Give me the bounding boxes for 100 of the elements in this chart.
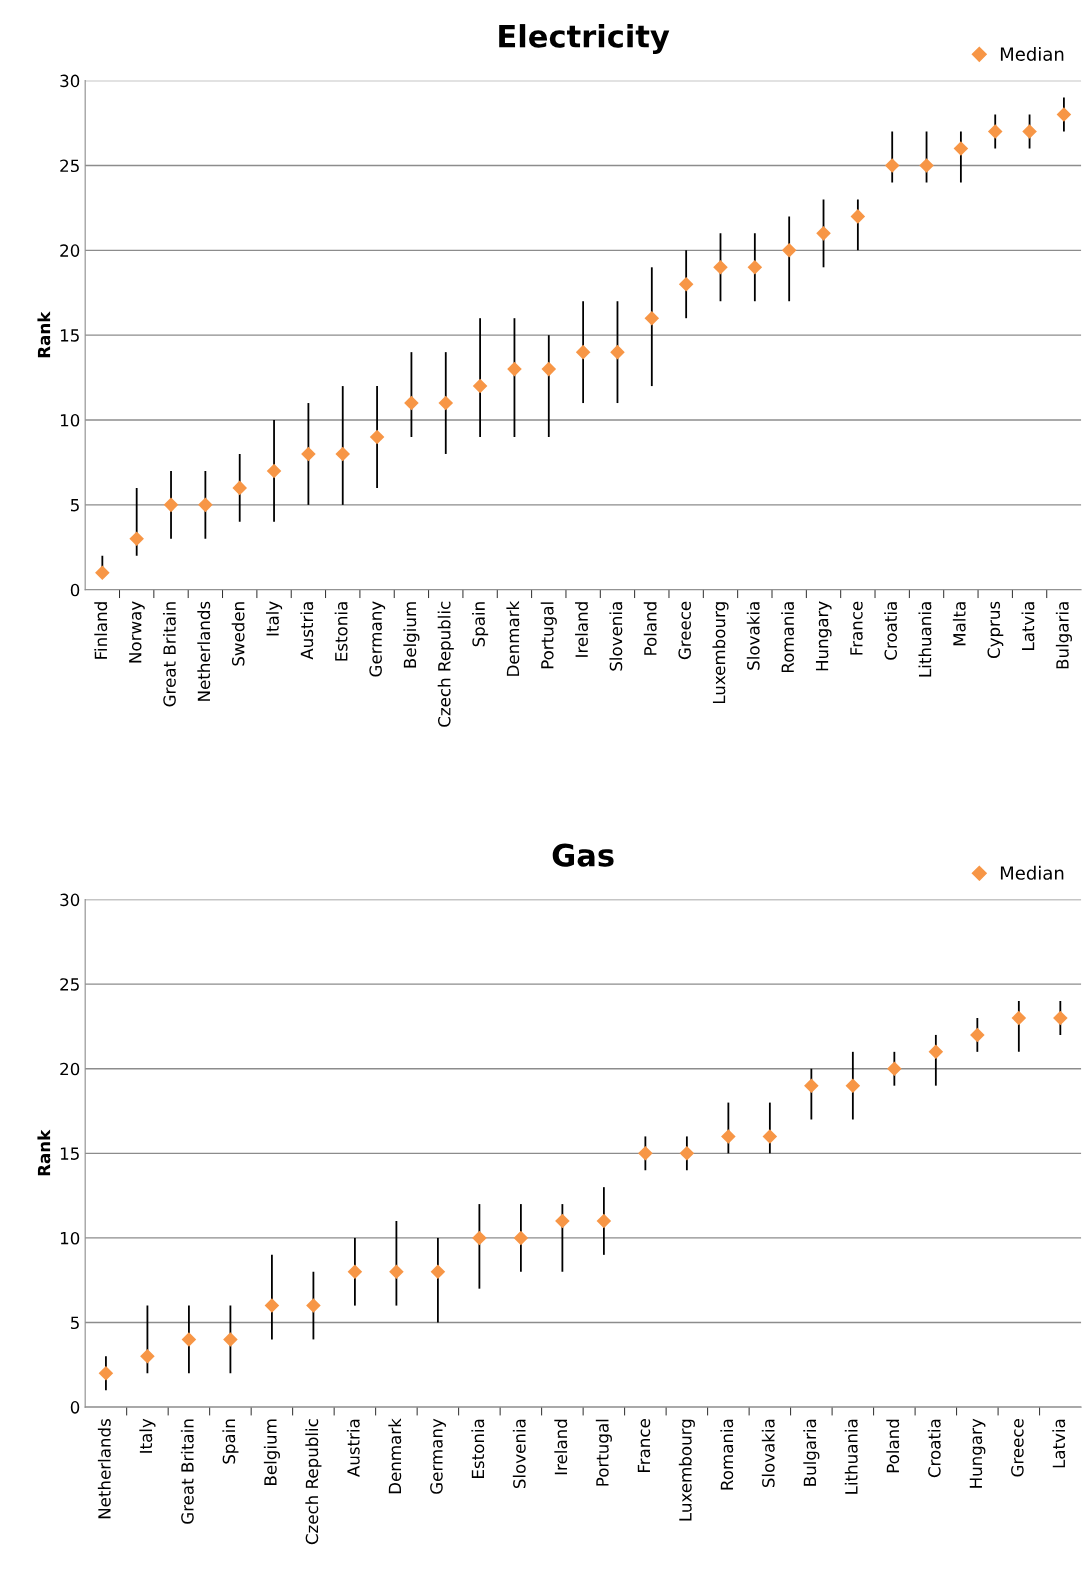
- x-tick-label: Portugal: [540, 602, 557, 669]
- point: [721, 1129, 736, 1144]
- x-tick-label: Malta: [952, 602, 966, 646]
- point: [644, 310, 660, 326]
- point: [198, 497, 213, 513]
- x-tick-label: Romania: [720, 1419, 734, 1490]
- x-tick-label: Italy: [139, 1418, 156, 1453]
- x-tick-label: Italy: [265, 601, 283, 636]
- x-tick-label: Bulgaria: [803, 1419, 820, 1486]
- y-tick-label: 5: [71, 1316, 79, 1330]
- x-tick-label: Belgium: [403, 602, 420, 668]
- x-tick-label: Hungary: [969, 1418, 986, 1488]
- point: [678, 276, 694, 292]
- point: [762, 1129, 778, 1144]
- point: [816, 226, 831, 241]
- y-tick-label: 30: [60, 74, 80, 88]
- x-tick-label: Lithuania: [918, 602, 932, 677]
- point: [928, 1044, 944, 1060]
- y-tick-label: 30: [60, 893, 80, 907]
- point: [804, 1078, 819, 1093]
- point: [181, 1332, 197, 1347]
- x-tick-label: Luxembourg: [712, 602, 729, 704]
- point: [850, 209, 866, 224]
- x-tick-label: Bulgaria: [1055, 602, 1072, 669]
- point: [747, 260, 763, 275]
- x-tick-label: Denmark: [506, 600, 520, 676]
- point: [347, 1264, 363, 1280]
- point: [887, 1061, 902, 1077]
- y-axis-title: Rank: [37, 1129, 51, 1176]
- point: [1022, 124, 1037, 139]
- x-tick-label: Denmark: [388, 1418, 402, 1494]
- x-tick-label: Austria: [300, 602, 314, 660]
- point: [369, 429, 385, 445]
- y-tick-label: 10: [60, 1231, 80, 1245]
- x-tick-label: Slovenia: [609, 602, 623, 671]
- x-tick-label: Netherlands: [197, 601, 211, 701]
- x-tick-label: Latvia: [1052, 1419, 1066, 1468]
- point: [95, 565, 110, 581]
- x-tick-label: Hungary: [815, 601, 832, 671]
- x-tick-label: Austria: [346, 1419, 360, 1477]
- point: [507, 361, 522, 377]
- x-tick-label: Poland: [886, 1419, 900, 1473]
- point: [335, 446, 351, 462]
- point: [884, 158, 900, 173]
- point: [404, 395, 419, 411]
- x-tick-label: Great Britain: [180, 1419, 194, 1524]
- x-tick-label: Luxembourg: [678, 1419, 695, 1521]
- x-tick-label: Great Britain: [162, 602, 176, 707]
- point: [575, 344, 591, 360]
- chart-title: Gas: [552, 843, 614, 867]
- point: [679, 1146, 695, 1161]
- legend-label: Median: [1000, 865, 1064, 880]
- point: [638, 1146, 653, 1161]
- y-tick-label: 20: [60, 1062, 80, 1076]
- x-tick-label: Greece: [678, 601, 691, 660]
- y-axis-title: Rank: [37, 311, 51, 358]
- x-tick-label: Croatia: [927, 1419, 941, 1478]
- x-tick-label: Finland: [94, 602, 108, 659]
- x-tick-label: Slovakia: [761, 1419, 775, 1488]
- x-tick-label: Croatia: [884, 602, 898, 660]
- point: [266, 463, 282, 479]
- point: [472, 1230, 487, 1246]
- x-tick-label: Slovakia: [746, 602, 760, 670]
- y-tick-label: 25: [60, 159, 79, 173]
- x-tick-label: Germany: [369, 601, 386, 677]
- x-tick-label: Portugal: [595, 1419, 612, 1486]
- point: [555, 1213, 570, 1229]
- point: [541, 361, 557, 377]
- point: [919, 158, 934, 173]
- x-tick-label: Estonia: [471, 1419, 485, 1478]
- point: [1056, 107, 1072, 122]
- y-tick-label: 15: [60, 329, 79, 342]
- point: [953, 141, 969, 156]
- y-tick-label: 25: [60, 978, 79, 991]
- legend-label: Median: [1000, 46, 1064, 61]
- x-tick-label: France: [637, 1419, 651, 1472]
- point: [223, 1332, 238, 1347]
- y-tick-label: 0: [70, 1401, 80, 1414]
- point: [513, 1230, 529, 1246]
- x-tick-label: France: [850, 601, 863, 655]
- x-tick-label: Netherlands: [97, 1419, 111, 1519]
- point: [140, 1349, 155, 1364]
- x-tick-label: Poland: [643, 602, 657, 655]
- x-tick-label: Norway: [129, 601, 145, 663]
- point: [264, 1298, 280, 1313]
- x-tick-label: Germany: [430, 1418, 446, 1494]
- point: [301, 446, 316, 462]
- point: [1011, 1010, 1027, 1026]
- y-tick-label: 0: [70, 583, 80, 597]
- x-tick-label: Belgium: [263, 1419, 280, 1485]
- point: [713, 260, 728, 275]
- point: [129, 531, 144, 547]
- point: [438, 395, 454, 411]
- x-tick-label: Spain: [472, 602, 489, 647]
- x-tick-label: Ireland: [575, 602, 588, 657]
- point: [845, 1078, 861, 1093]
- y-tick-label: 5: [71, 499, 79, 512]
- x-tick-label: Greece: [1011, 1419, 1024, 1477]
- point: [163, 497, 179, 513]
- point: [970, 1027, 985, 1043]
